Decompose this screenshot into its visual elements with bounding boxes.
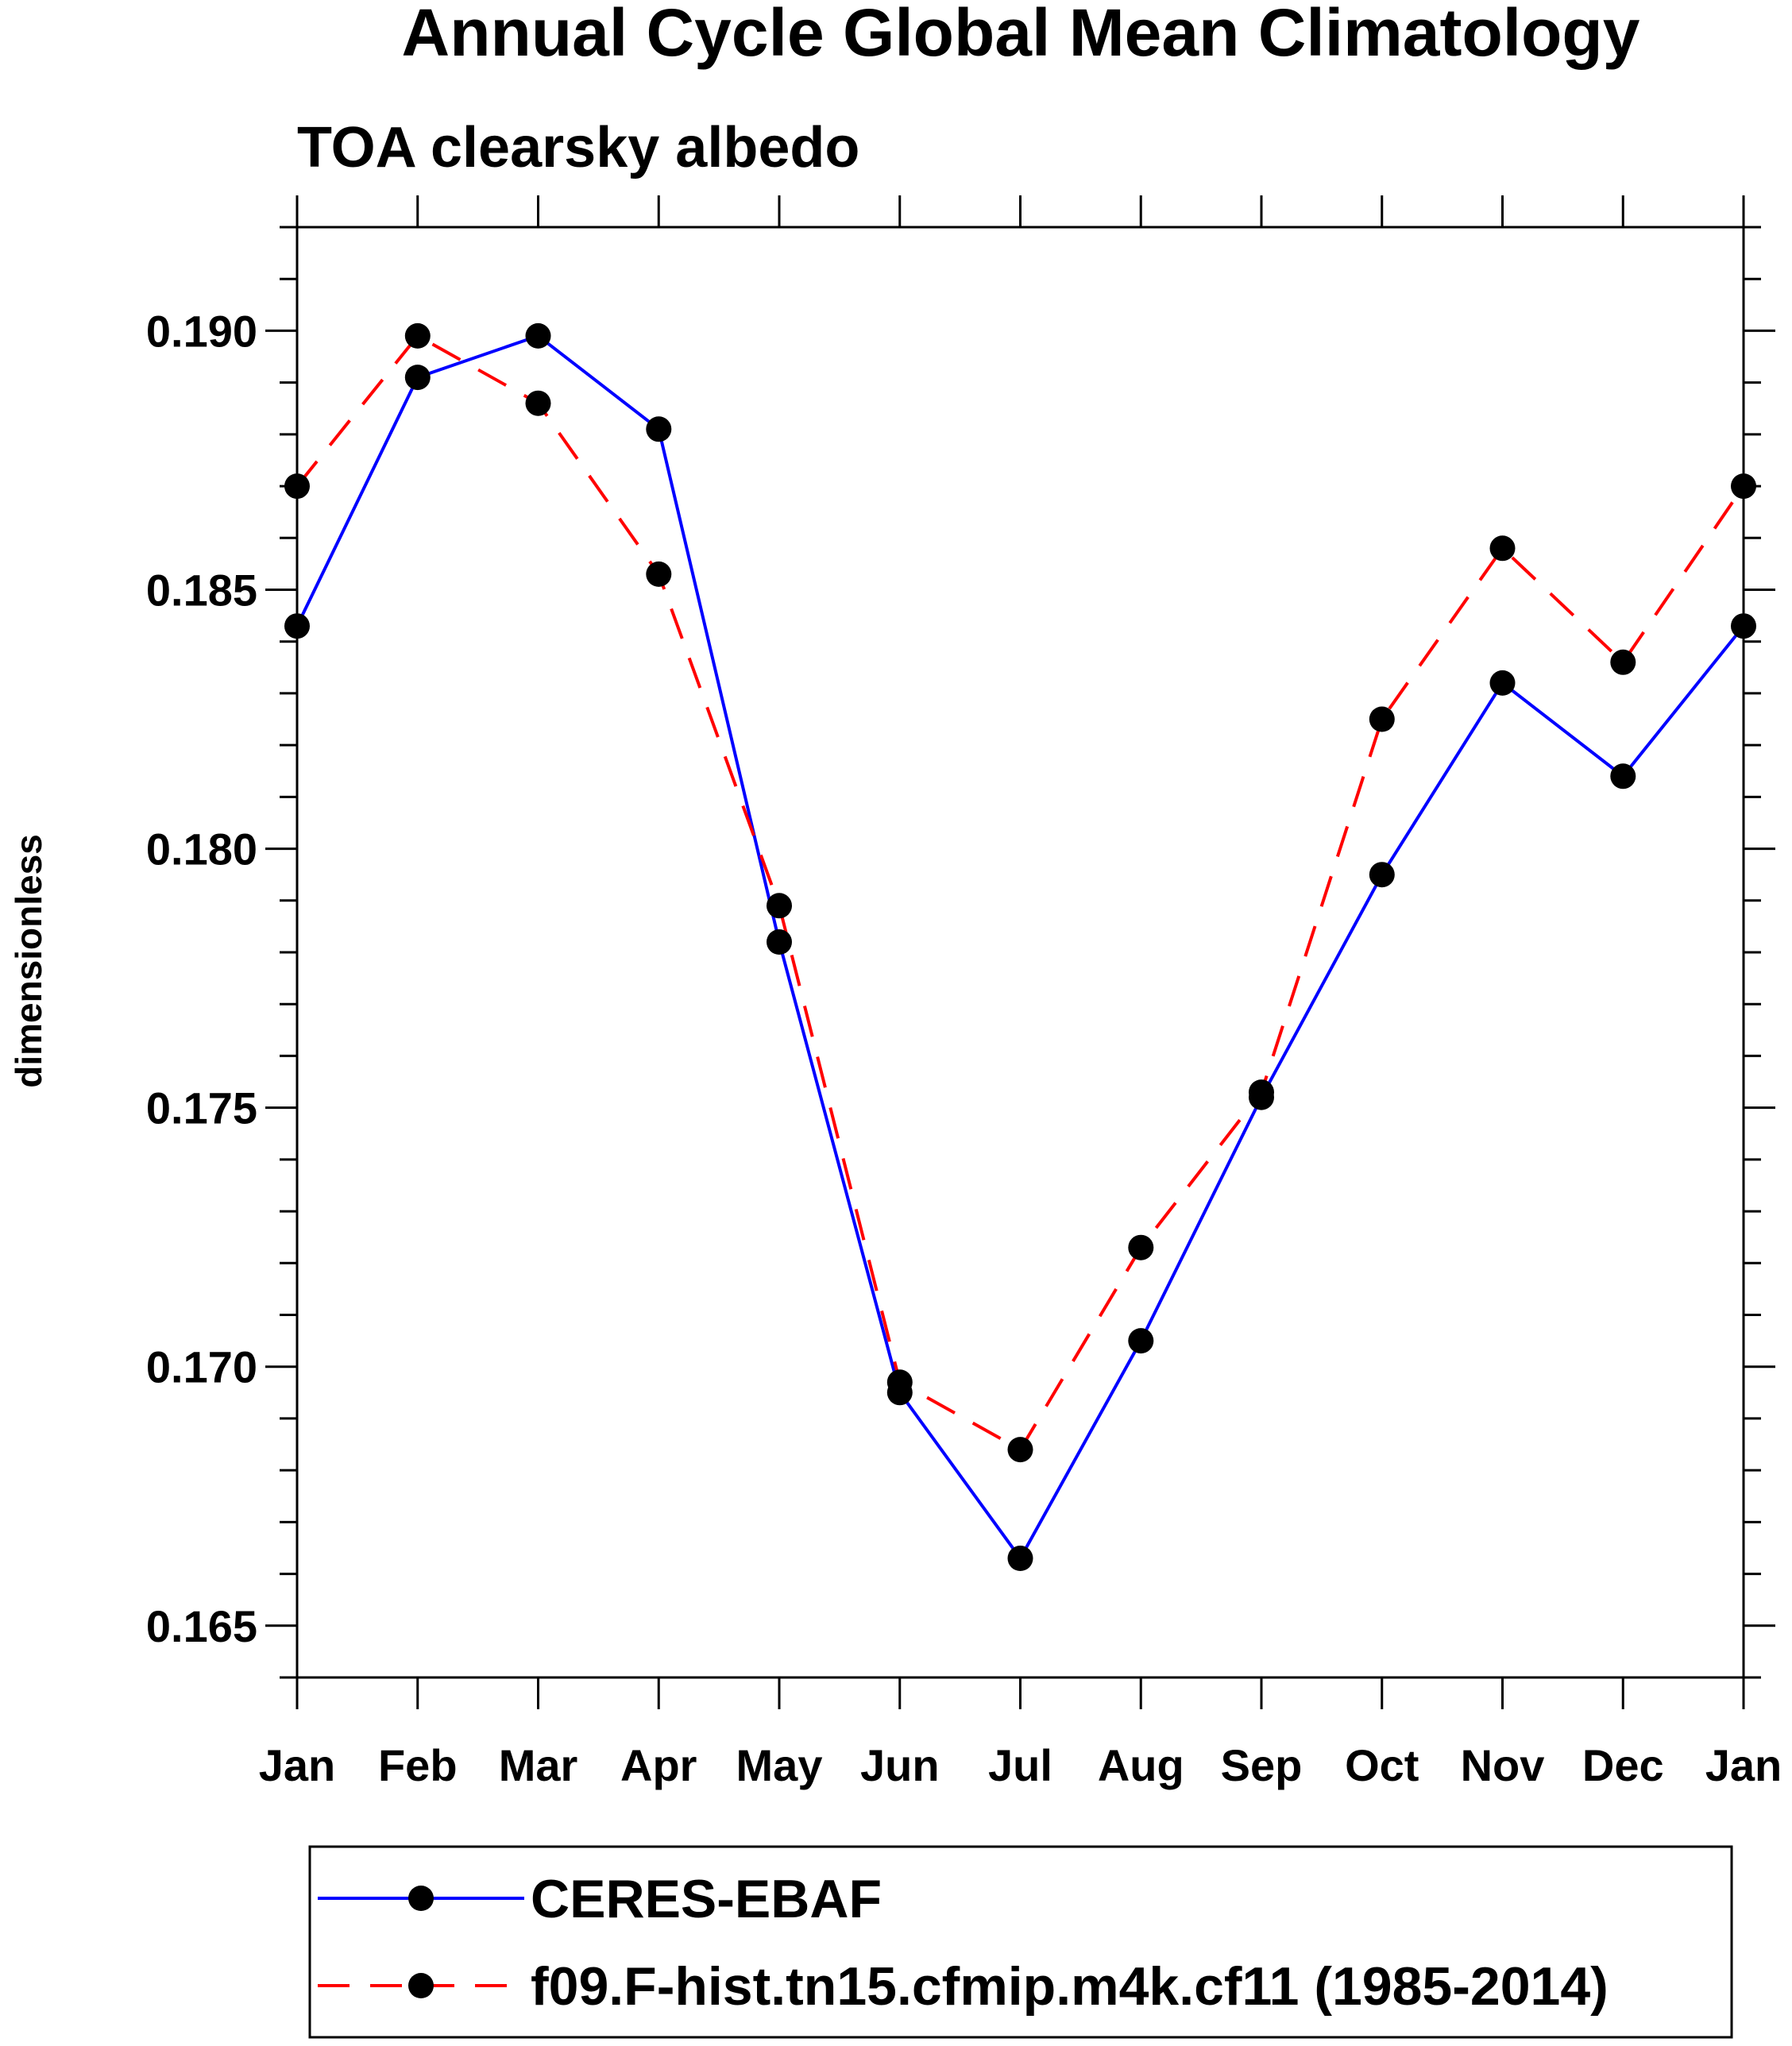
series-1-point-7: [1128, 1234, 1154, 1260]
x-tick-label: Jan: [259, 1740, 336, 1790]
legend-marker-ceres: [408, 1886, 434, 1911]
chart-title: Annual Cycle Global Mean Climatology: [402, 0, 1640, 70]
axis-ticks: [265, 195, 1775, 1709]
series-0-point-7: [1128, 1328, 1154, 1354]
x-tick-label: Dec: [1582, 1740, 1664, 1790]
legend-marker-model: [408, 1973, 434, 1998]
series-0-point-9: [1369, 862, 1395, 888]
y-axis-label: dimensionless: [8, 834, 49, 1088]
x-tick-label: Sep: [1221, 1740, 1303, 1790]
series-1-point-3: [646, 561, 672, 587]
series-0-point-4: [767, 929, 792, 955]
series-0-point-3: [646, 416, 672, 442]
y-tick-label: 0.175: [146, 1083, 257, 1133]
series-0-point-1: [404, 365, 431, 391]
series-0-point-0: [284, 613, 310, 639]
x-tick-label: Jun: [860, 1740, 940, 1790]
y-tick-labels: 0.165 0.170 0.175 0.180 0.185 0.190: [146, 306, 257, 1650]
series-1-point-0: [284, 473, 310, 500]
y-tick-label: 0.170: [146, 1342, 257, 1392]
series-line-1: [295, 334, 1745, 1452]
x-tick-label: Nov: [1461, 1740, 1545, 1790]
x-tick-label: Jan: [1705, 1740, 1782, 1790]
y-tick-label: 0.185: [146, 566, 257, 616]
series-0-point-12: [1731, 613, 1756, 639]
x-tick-label: Oct: [1345, 1740, 1419, 1790]
series-1-point-1: [404, 322, 431, 349]
y-tick-label: 0.180: [146, 824, 257, 874]
legend-label-ceres: CERES-EBAF: [531, 1869, 882, 1929]
legend-label-model: f09.F-hist.tn15.cfmip.m4k.cf11 (1985-201…: [531, 1956, 1609, 2017]
x-tick-label: Apr: [620, 1740, 697, 1790]
y-tick-label: 0.190: [146, 306, 257, 356]
series-1-point-10: [1489, 535, 1516, 562]
series-1-point-9: [1369, 706, 1395, 732]
x-tick-label: Jul: [988, 1740, 1052, 1790]
x-tick-label: Feb: [378, 1740, 458, 1790]
x-tick-labels: Jan Feb Mar Apr May Jun Jul Aug Sep Oct Nov Dec Jan: [259, 1740, 1782, 1790]
series-0-point-11: [1610, 763, 1636, 789]
series-1-point-6: [1007, 1437, 1033, 1463]
series-1-point-4: [767, 893, 792, 919]
series-1-point-8: [1249, 1079, 1274, 1106]
series-1-point-5: [886, 1369, 913, 1396]
x-tick-label: Aug: [1098, 1740, 1184, 1790]
series-0-point-10: [1489, 670, 1516, 696]
x-tick-label: Mar: [499, 1740, 578, 1790]
series-line-0: [295, 334, 1745, 1560]
series-layer: [284, 322, 1756, 1571]
legend: CERES-EBAF f09.F-hist.tn15.cfmip.m4k.cf1…: [308, 1845, 1733, 2039]
series-1-point-11: [1610, 649, 1636, 675]
legend-box: [308, 1845, 1733, 2039]
x-tick-label: May: [736, 1740, 823, 1790]
series-1-point-2: [525, 390, 551, 416]
series-0-point-6: [1007, 1546, 1033, 1571]
series-0-point-2: [525, 322, 551, 349]
series-1-point-12: [1731, 473, 1756, 500]
chart-subtitle: TOA clearsky albedo: [297, 116, 859, 180]
y-tick-label: 0.165: [146, 1601, 257, 1651]
